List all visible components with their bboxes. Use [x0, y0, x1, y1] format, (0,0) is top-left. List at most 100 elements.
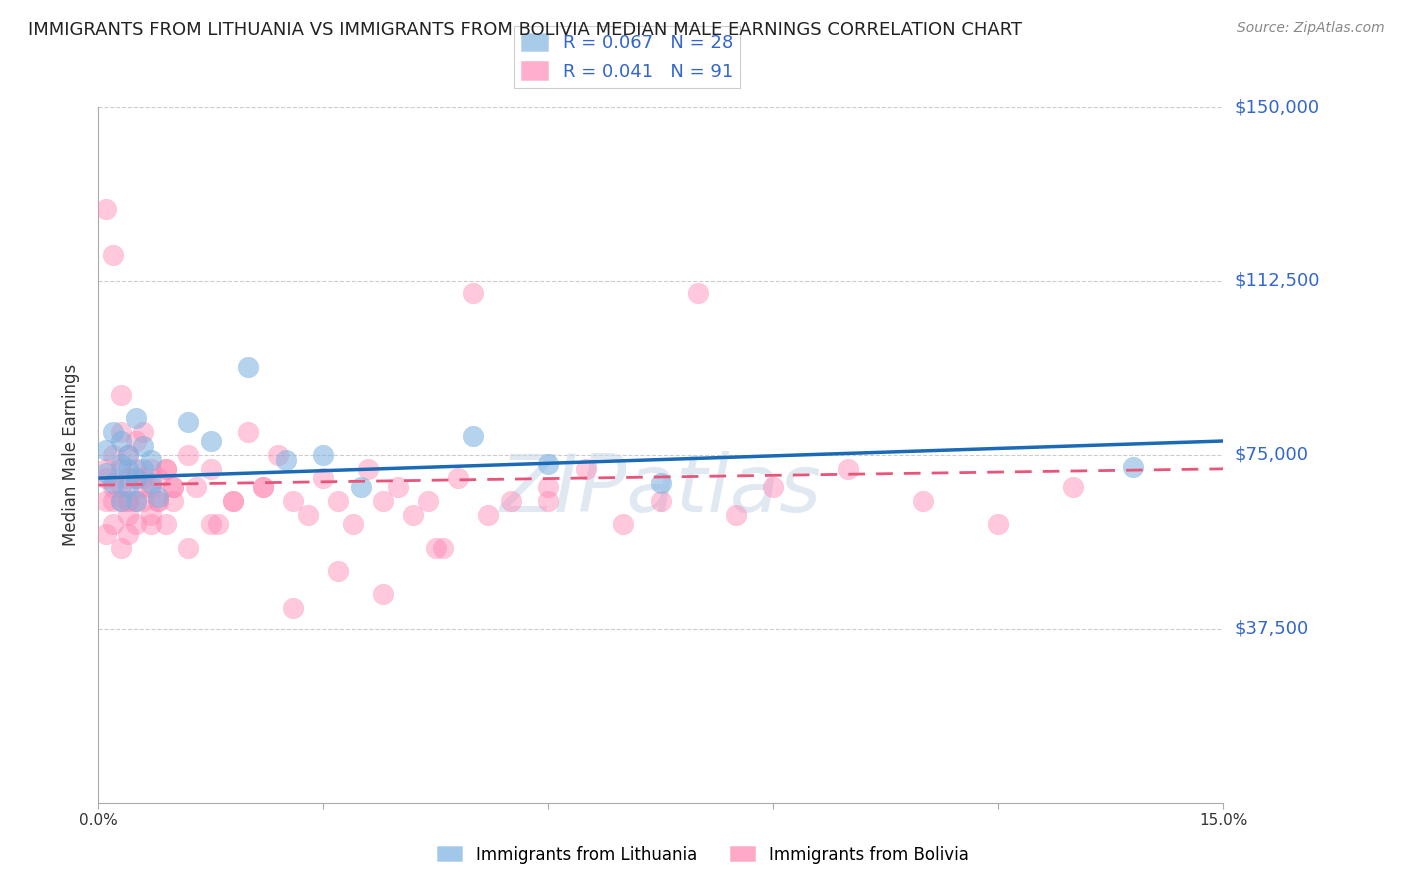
Point — [283, 494, 305, 508]
Point — [463, 429, 485, 443]
Point — [200, 517, 222, 532]
Point — [125, 471, 148, 485]
Point — [125, 462, 148, 476]
Point — [373, 587, 395, 601]
Point — [125, 517, 148, 532]
Point — [125, 410, 148, 425]
Point — [132, 471, 155, 485]
Point — [132, 494, 155, 508]
Point — [103, 480, 125, 494]
Point — [94, 471, 117, 485]
Point — [103, 475, 125, 490]
Point — [342, 517, 364, 532]
Point — [373, 494, 395, 508]
Point — [103, 425, 125, 439]
Point — [447, 471, 470, 485]
Point — [117, 508, 139, 523]
Point — [110, 462, 132, 476]
Point — [110, 494, 132, 508]
Point — [132, 462, 155, 476]
Point — [328, 494, 350, 508]
Y-axis label: Median Male Earnings: Median Male Earnings — [62, 364, 80, 546]
Point — [912, 494, 935, 508]
Point — [155, 462, 177, 476]
Point — [125, 494, 148, 508]
Point — [177, 541, 200, 555]
Point — [148, 471, 170, 485]
Point — [463, 285, 485, 300]
Point — [94, 202, 117, 216]
Legend: Immigrants from Lithuania, Immigrants from Bolivia: Immigrants from Lithuania, Immigrants fr… — [430, 839, 976, 871]
Point — [110, 434, 132, 448]
Point — [139, 517, 162, 532]
Point — [575, 462, 598, 476]
Point — [328, 564, 350, 578]
Point — [103, 248, 125, 262]
Point — [1122, 459, 1144, 474]
Point — [132, 425, 155, 439]
Point — [252, 480, 274, 494]
Point — [110, 494, 132, 508]
Point — [650, 475, 672, 490]
Point — [125, 494, 148, 508]
Point — [357, 462, 380, 476]
Point — [312, 448, 335, 462]
Point — [688, 285, 710, 300]
Point — [148, 494, 170, 508]
Point — [94, 467, 117, 481]
Point — [110, 387, 132, 401]
Point — [762, 480, 785, 494]
Point — [139, 452, 162, 467]
Point — [125, 434, 148, 448]
Point — [207, 517, 229, 532]
Point — [724, 508, 747, 523]
Point — [274, 452, 297, 467]
Text: $75,000: $75,000 — [1234, 446, 1309, 464]
Point — [117, 494, 139, 508]
Text: Source: ZipAtlas.com: Source: ZipAtlas.com — [1237, 21, 1385, 35]
Point — [425, 541, 447, 555]
Point — [94, 443, 117, 458]
Point — [132, 439, 155, 453]
Point — [110, 480, 132, 494]
Point — [200, 434, 222, 448]
Point — [177, 416, 200, 430]
Point — [117, 526, 139, 541]
Point — [177, 448, 200, 462]
Point — [148, 494, 170, 508]
Point — [139, 480, 162, 494]
Point — [238, 425, 260, 439]
Text: $112,500: $112,500 — [1234, 272, 1320, 290]
Point — [387, 480, 409, 494]
Point — [297, 508, 319, 523]
Point — [222, 494, 245, 508]
Point — [110, 541, 132, 555]
Point — [94, 494, 117, 508]
Point — [117, 448, 139, 462]
Point — [1062, 480, 1084, 494]
Point — [418, 494, 440, 508]
Point — [477, 508, 499, 523]
Point — [94, 462, 117, 476]
Point — [238, 359, 260, 374]
Point — [837, 462, 859, 476]
Point — [117, 462, 139, 476]
Point — [987, 517, 1010, 532]
Point — [184, 480, 207, 494]
Point — [537, 494, 560, 508]
Point — [650, 494, 672, 508]
Point — [432, 541, 454, 555]
Point — [537, 480, 560, 494]
Legend: R = 0.067   N = 28, R = 0.041   N = 91: R = 0.067 N = 28, R = 0.041 N = 91 — [515, 26, 740, 87]
Point — [162, 494, 184, 508]
Text: ZIPatlas: ZIPatlas — [499, 450, 823, 529]
Point — [125, 471, 148, 485]
Point — [200, 462, 222, 476]
Point — [117, 494, 139, 508]
Point — [155, 517, 177, 532]
Point — [139, 475, 162, 490]
Point — [402, 508, 425, 523]
Point — [537, 457, 560, 471]
Point — [162, 480, 184, 494]
Point — [103, 494, 125, 508]
